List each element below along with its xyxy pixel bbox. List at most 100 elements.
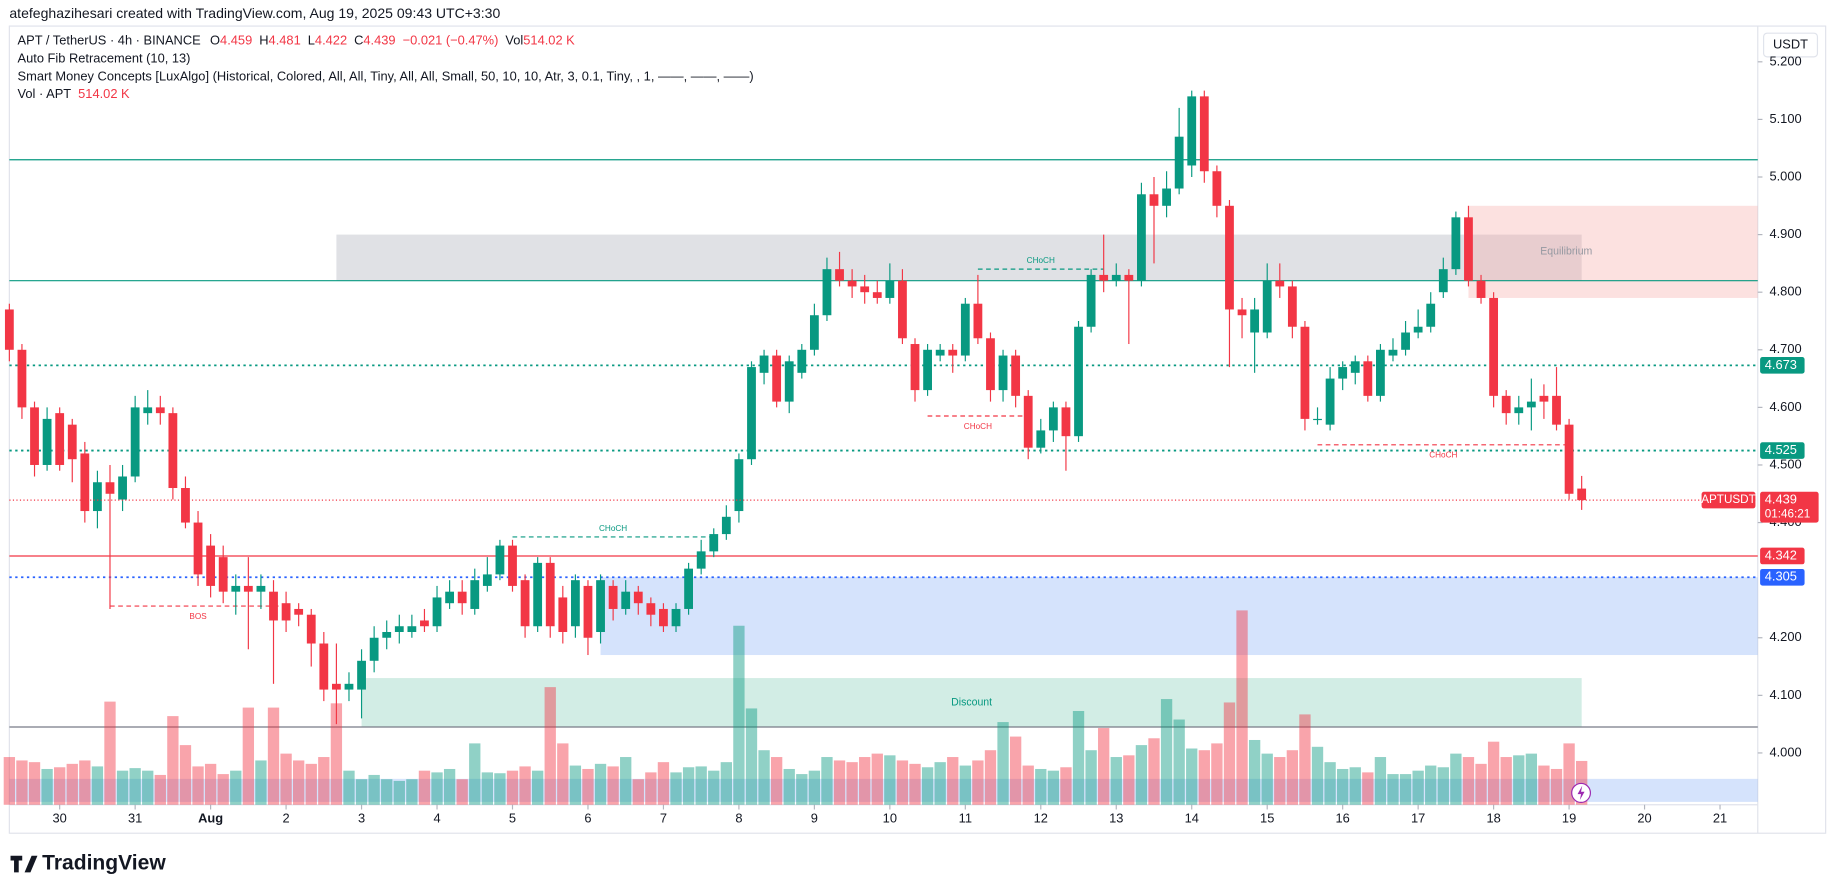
volume-bar (1425, 765, 1437, 805)
candle-body (382, 631, 392, 638)
indicator-legend: Smart Money Concepts [LuxAlgo] (Historic… (18, 68, 754, 83)
volume-bar (783, 768, 795, 805)
candle-body (344, 683, 354, 690)
candle-body (1564, 424, 1574, 494)
candle-body (1137, 194, 1146, 281)
level-label-box (1760, 547, 1805, 565)
candle-body (42, 418, 52, 465)
candle-body (1162, 188, 1171, 206)
volume-bar (79, 760, 91, 805)
candle-body (608, 585, 618, 609)
volume-bar (1211, 743, 1223, 805)
candle-body (1376, 349, 1385, 396)
currency-box[interactable] (1763, 32, 1819, 58)
level-label-box (1760, 442, 1805, 459)
candle-body (369, 637, 379, 661)
indicator-legend: Auto Fib Retracement (10, 13) (18, 51, 191, 66)
candle-body (860, 286, 870, 293)
volume-bar (418, 770, 431, 805)
volume-bar (984, 750, 997, 805)
zone (9, 778, 1758, 802)
candle-body (306, 614, 316, 644)
volume-bar (255, 760, 267, 805)
x-tick-label: 19 (1562, 810, 1576, 825)
volume-bar (859, 757, 871, 805)
candle-body (319, 643, 329, 690)
x-tick-label: 17 (1411, 810, 1425, 825)
candle-body (1048, 407, 1058, 431)
candle-body (482, 574, 492, 586)
ohlc-value: 4.422 (315, 33, 347, 48)
volume-bar (959, 765, 971, 805)
volume-bar (1387, 774, 1399, 805)
volume-bar (381, 779, 393, 805)
volume-bar (947, 757, 959, 805)
candle-body (1149, 194, 1159, 206)
chart-frame (8, 25, 1827, 834)
volume-bar (1550, 768, 1563, 805)
candle-body (168, 413, 178, 489)
candle-body (294, 608, 304, 615)
x-tick-label: 7 (660, 810, 667, 825)
x-tick-label: 20 (1637, 810, 1651, 825)
candle-body (55, 413, 65, 465)
structure-label: CHoCH (1027, 256, 1055, 265)
candle-body (130, 407, 140, 477)
candle-body (847, 280, 857, 287)
level-label-box (1760, 568, 1805, 586)
candle-body (1350, 361, 1360, 373)
volume-bar (1538, 765, 1550, 805)
candle-body (960, 303, 970, 356)
vol-prefix: Vol (505, 33, 523, 48)
volume-bar (330, 703, 343, 805)
candle-body (1086, 274, 1096, 327)
candle-body (1464, 217, 1473, 281)
volume-bar (494, 773, 506, 805)
candle-body (1300, 326, 1310, 419)
structure-label: BOS (189, 612, 207, 621)
candle-body (155, 407, 165, 414)
volume-bar (1035, 768, 1047, 805)
y-tick-label: 4.500 (1769, 456, 1801, 471)
volume-bar (1198, 750, 1210, 805)
volume-bar (569, 765, 582, 805)
candle-body (772, 355, 782, 402)
currency[interactable]: USDT (1773, 36, 1808, 51)
volume-bar (796, 774, 808, 805)
candle-body (1250, 309, 1260, 333)
candle-body (558, 597, 568, 632)
candle-body (1413, 326, 1423, 333)
candle-body (30, 407, 39, 465)
candle-body (1124, 274, 1134, 281)
legend-symbol: APT / TetherUS · 4h · BINANCE (18, 33, 201, 48)
countdown: 01:46:21 (1765, 507, 1811, 520)
ohlc-value: 4.439 (363, 33, 395, 48)
candle-body (331, 683, 341, 690)
volume-bar (1009, 736, 1022, 805)
structure-label: CHoCH (964, 422, 992, 431)
candle-body (394, 626, 404, 632)
volume-bar (393, 780, 405, 805)
volume-bar (670, 772, 682, 805)
volume-bar (1123, 755, 1135, 805)
candle-body (1275, 280, 1285, 287)
alert-bolt (1577, 785, 1585, 801)
volume-bar (1286, 750, 1299, 805)
zone (336, 234, 1582, 281)
candle-body (118, 476, 127, 500)
candle-body (747, 367, 756, 460)
x-tick-label: 9 (811, 810, 818, 825)
candle-body (432, 597, 442, 627)
x-tick-label: 18 (1486, 810, 1500, 825)
legend-change: −0.021 (−0.47%) (403, 33, 499, 48)
candle-body (759, 355, 769, 373)
ohlc-value: 4.459 (220, 33, 252, 48)
volume-bar (1110, 757, 1122, 805)
volume-bar (116, 770, 129, 805)
candle-body (218, 557, 228, 592)
y-tick-label: 4.200 (1769, 629, 1801, 644)
candle-body (1577, 488, 1587, 501)
y-tick-label: 4.800 (1769, 284, 1801, 299)
volume-bar (355, 779, 368, 805)
